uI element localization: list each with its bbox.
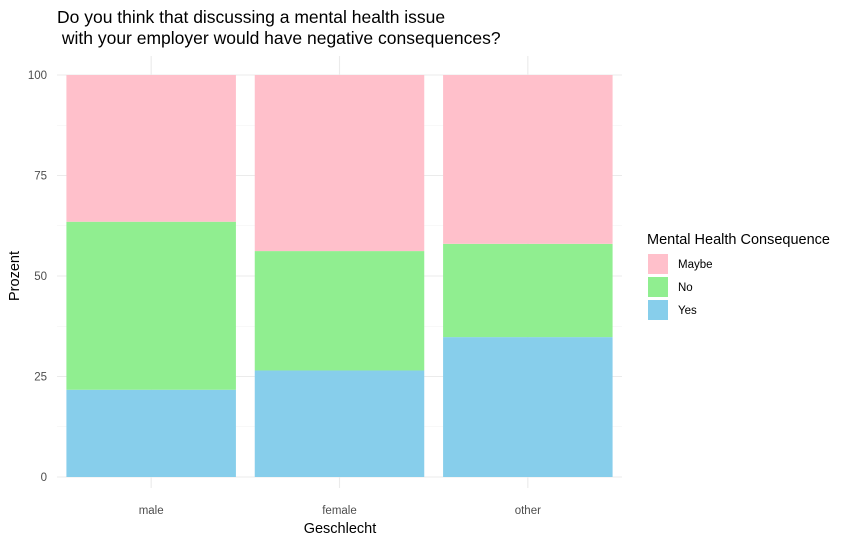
legend-label-no: No — [678, 282, 693, 294]
bar-segment-maybe-male — [66, 75, 236, 222]
y-axis-title: Prozent — [7, 251, 23, 301]
bar-segment-no-other — [443, 243, 613, 338]
x-tick-label: other — [515, 505, 541, 517]
x-axis-title: Geschlecht — [304, 521, 377, 537]
y-tick-label: 25 — [34, 372, 47, 384]
x-axis-ticks: male female other — [139, 505, 541, 517]
y-tick-label: 75 — [34, 171, 47, 183]
x-tick-label: male — [139, 505, 164, 517]
y-tick-label: 100 — [28, 70, 47, 82]
bar-segment-yes-female — [254, 370, 425, 477]
bar-segment-maybe-other — [443, 75, 613, 244]
bar-segment-maybe-female — [254, 75, 425, 252]
y-axis-ticks: 0 25 50 75 100 — [28, 70, 47, 484]
legend-label-maybe: Maybe — [678, 259, 713, 271]
plot-bars — [66, 75, 613, 477]
legend-key-no — [648, 277, 668, 297]
y-tick-label: 0 — [41, 472, 47, 484]
bar-segment-no-female — [254, 251, 425, 371]
bar-segment-no-male — [66, 221, 236, 390]
chart-title: Do you think that discussing a mental he… — [57, 7, 501, 48]
legend: Mental Health Consequence Maybe No Yes — [647, 232, 830, 320]
chart-title-line-1: Do you think that discussing a mental he… — [57, 7, 445, 27]
legend-key-yes — [648, 300, 668, 320]
legend-title: Mental Health Consequence — [647, 232, 830, 248]
bar-segment-yes-other — [443, 337, 613, 477]
legend-label-yes: Yes — [678, 305, 697, 317]
x-tick-label: female — [322, 505, 357, 517]
y-tick-label: 50 — [34, 271, 47, 283]
chart-title-line-2: with your employer would have negative c… — [57, 28, 501, 48]
bar-segment-yes-male — [66, 389, 236, 477]
legend-key-maybe — [648, 254, 668, 274]
